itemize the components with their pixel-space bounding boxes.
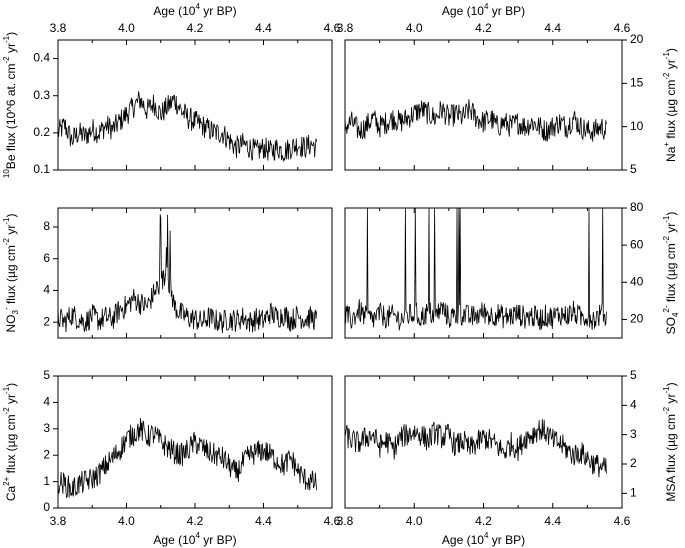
ca-yticklabel-3: 3	[43, 421, 50, 435]
msa-series-line	[344, 418, 607, 478]
na-yticklabel-1: 10	[630, 119, 644, 133]
be-yticklabel-3: 0.4	[33, 51, 50, 65]
no3-yticklabel-0: 2	[43, 314, 50, 328]
ca-frame	[57, 375, 333, 509]
no3-yticklabel-1: 4	[43, 283, 50, 297]
na-xticklabel-4: 4.6	[614, 21, 631, 35]
ca-xlabel-bottom: Age (104 yr BP)	[153, 531, 236, 547]
be-yticklabel-0: 0.1	[33, 162, 50, 176]
msa-yticklabel-2: 3	[630, 427, 637, 441]
panel-na: 3.8 4.0 4.2 4.4 4.6 5 10 15 20 Na+ flux (µg cm-2 …	[337, 2, 679, 176]
na-xticklabel-0: 3.8	[337, 21, 354, 35]
panel-be: 3.8 4.0 4.2 4.4 4.6 0.1 0.2 0.3 0.4 10Be flux (10…	[2, 2, 341, 178]
msa-xticklabel-0: 3.8	[337, 514, 354, 528]
ca-yticklabel-2: 2	[43, 447, 50, 461]
ca-series-line	[57, 418, 317, 499]
panel-so4: 20 40 60 80 SO42- flux (µg cm-2 yr-1)	[344, 200, 680, 339]
be-series-line	[57, 91, 317, 163]
na-yticklabel-0: 5	[630, 162, 637, 176]
na-xlabel-top: Age (104 yr BP)	[442, 2, 525, 18]
be-yticklabel-1: 0.2	[33, 125, 50, 139]
msa-yticklabel-0: 1	[630, 486, 637, 500]
ca-xticklabel-2: 4.2	[187, 514, 204, 528]
panel-msa: 3.8 4.0 4.2 4.4 4.6 1 2 3 4 5 MSA flux (µg cm-2 yr…	[337, 368, 679, 547]
msa-xlabel-bottom: Age (104 yr BP)	[442, 531, 525, 547]
no3-series-line	[57, 214, 317, 334]
ca-yticklabel-0: 0	[43, 500, 50, 514]
ca-xticklabel-3: 4.4	[255, 514, 272, 528]
ca-yticklabel-4: 4	[43, 395, 50, 409]
panel-ca: 3.8 4.0 4.2 4.4 4.6 0 1 2 3 4 5 Ca2+ flux (µg cm-2 …	[2, 368, 341, 547]
be-xticklabel-0: 3.8	[50, 21, 67, 35]
be-xlabel-top: Age (104 yr BP)	[153, 2, 236, 18]
msa-xticklabel-3: 4.4	[544, 514, 561, 528]
so4-yticklabel-0: 20	[630, 312, 644, 326]
so4-ylabel: SO42- flux (µg cm-2 yr-1)	[662, 212, 680, 335]
so4-series-line	[344, 207, 607, 331]
na-xticklabel-3: 4.4	[544, 21, 561, 35]
na-xticklabel-2: 4.2	[475, 21, 492, 35]
msa-yticklabel-4: 5	[630, 368, 637, 382]
be-xticklabel-2: 4.2	[187, 21, 204, 35]
panel-no3: 2 4 6 8 NO3- flux (µg cm-2 yr-1)	[2, 207, 333, 339]
na-xticklabel-1: 4.0	[406, 21, 423, 35]
ca-xticklabel-1: 4.0	[118, 514, 135, 528]
so4-yticklabel-2: 60	[630, 237, 644, 251]
no3-ylabel: NO3- flux (µg cm-2 yr-1)	[2, 214, 20, 333]
ca-yticklabel-1: 1	[43, 474, 50, 488]
ca-ylabel: Ca2+ flux (µg cm-2 yr-1)	[2, 383, 18, 501]
be-xticklabel-4: 4.6	[324, 21, 341, 35]
so4-yticklabel-1: 40	[630, 274, 644, 288]
so4-yticklabel-3: 80	[630, 200, 644, 214]
be-ylabel: 10Be flux (10^6 at. cm-2 yr-1)	[2, 32, 18, 178]
msa-xticklabel-4: 4.6	[614, 514, 631, 528]
be-frame	[57, 39, 333, 171]
be-xticklabel-3: 4.4	[255, 21, 272, 35]
na-ylabel: Na+ flux (µg cm-2 yr-1)	[662, 48, 678, 162]
ca-xticklabel-4: 4.6	[324, 514, 341, 528]
na-yticklabel-2: 15	[630, 76, 644, 90]
msa-yticklabel-1: 2	[630, 456, 637, 470]
na-frame	[344, 39, 623, 171]
be-yticklabel-2: 0.3	[33, 88, 50, 102]
msa-ylabel: MSA flux (µg cm-2 yr-1)	[662, 382, 678, 501]
na-series-line	[344, 99, 607, 142]
no3-yticklabel-3: 8	[43, 219, 50, 233]
msa-xticklabel-1: 4.0	[406, 514, 423, 528]
msa-xticklabel-2: 4.2	[475, 514, 492, 528]
no3-yticklabel-2: 6	[43, 251, 50, 265]
be-xticklabel-1: 4.0	[118, 21, 135, 35]
ca-xticklabel-0: 3.8	[50, 514, 67, 528]
na-yticklabel-3: 20	[630, 32, 644, 46]
msa-yticklabel-3: 4	[630, 398, 637, 412]
ca-yticklabel-5: 5	[43, 368, 50, 382]
